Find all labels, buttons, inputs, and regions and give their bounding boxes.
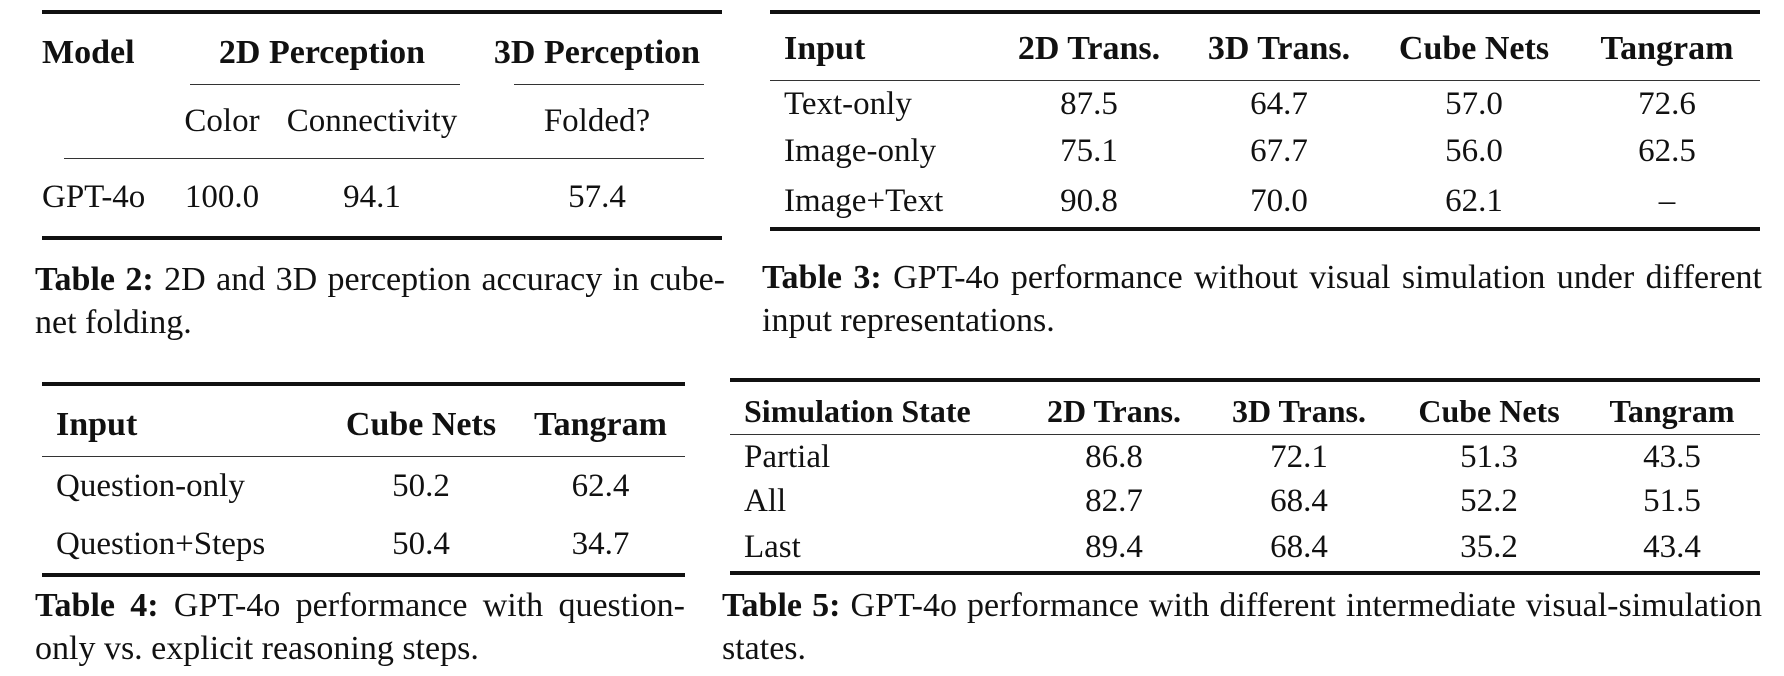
table-5-caption: Table 5: GPT-4o performance with differe… xyxy=(722,584,1762,670)
cell-2d-trans: 87.5 xyxy=(994,80,1184,128)
cell-tangram: 62.4 xyxy=(571,467,630,504)
cell-connectivity-value: 94.1 xyxy=(343,178,401,215)
table-2-caption: Table 2: 2D and 3D perception accuracy i… xyxy=(35,258,725,344)
table-2: Model 2D Perception 3D Perception Color … xyxy=(42,10,722,240)
header-input: Input xyxy=(770,10,994,81)
cell-input: Image-only xyxy=(784,133,937,169)
table-3-caption: Table 3: GPT-4o performance without visu… xyxy=(762,256,1762,342)
cell-folded: 57.4 xyxy=(472,158,722,240)
table-3-grid: Input 2D Trans. 3D Trans. Cube Nets Tang… xyxy=(770,10,1760,231)
cell-2d-trans: 89.4 xyxy=(1024,523,1204,575)
table-3: Input 2D Trans. 3D Trans. Cube Nets Tang… xyxy=(770,10,1760,231)
cell-3d-trans: 67.7 xyxy=(1250,133,1308,169)
header-simulation-state: Simulation State xyxy=(730,378,1024,435)
table-row: All 82.7 68.4 52.2 51.5 xyxy=(730,479,1760,523)
cell-3d-trans: 68.4 xyxy=(1270,482,1328,519)
cell-tangram: 72.6 xyxy=(1574,80,1760,128)
caption-text: 2D and 3D perception accuracy in cube-ne… xyxy=(35,261,725,341)
table-5: Simulation State 2D Trans. 3D Trans. Cub… xyxy=(730,378,1760,575)
caption-label: Table 5: xyxy=(722,587,841,624)
header-tangram: Tangram xyxy=(1584,378,1760,435)
cell-tangram: 51.5 xyxy=(1643,482,1701,519)
cell-color: 100.0 xyxy=(172,158,272,240)
cell-cube-nets: 50.2 xyxy=(392,467,450,504)
cell-2d-trans: 90.8 xyxy=(994,175,1184,231)
cell-tangram: – xyxy=(1574,175,1760,231)
header-3d-trans: 3D Trans. xyxy=(1204,378,1394,435)
table-4: Input Cube Nets Tangram Question-only 50… xyxy=(42,382,685,577)
cell-input: Question+Steps xyxy=(42,515,326,577)
cell-color-value: 100.0 xyxy=(184,178,260,215)
cell-state: Last xyxy=(730,523,1024,575)
cell-model-label: GPT-4o xyxy=(42,178,146,215)
caption-label: Table 3: xyxy=(762,259,882,296)
cell-cube-nets: 62.1 xyxy=(1374,175,1574,231)
cell-tangram: 34.7 xyxy=(516,515,685,577)
cell-cube-nets: 35.2 xyxy=(1394,523,1584,575)
caption-text: GPT-4o performance without visual simula… xyxy=(762,259,1763,339)
cell-cube-nets: 52.2 xyxy=(1460,482,1518,519)
cell-input: Image+Text xyxy=(770,175,994,231)
cell-2d-trans: 75.1 xyxy=(1060,133,1118,169)
header-model: Model xyxy=(42,10,172,84)
cell-tangram: 62.5 xyxy=(1638,133,1696,169)
cell-tangram: 43.5 xyxy=(1643,438,1701,475)
cell-cube-nets: 50.4 xyxy=(326,515,516,577)
table-row: Partial 86.8 72.1 51.3 43.5 xyxy=(730,435,1760,480)
cell-3d-trans: 70.0 xyxy=(1184,175,1374,231)
cell-connectivity: 94.1 xyxy=(272,158,472,240)
subheader-connectivity: Connectivity xyxy=(272,84,472,158)
header-cube-nets: Cube Nets xyxy=(1394,378,1584,435)
subheader-connectivity-label: Connectivity xyxy=(286,102,458,139)
cell-model: GPT-4o xyxy=(42,158,172,240)
header-3d-trans: 3D Trans. xyxy=(1184,10,1374,81)
subheader-color-label: Color xyxy=(184,102,260,139)
table-4-caption: Table 4: GPT-4o performance with questio… xyxy=(35,584,685,670)
cell-folded-value: 57.4 xyxy=(568,178,626,215)
cell-input: Question-only xyxy=(56,467,245,504)
caption-label: Table 2: xyxy=(35,261,154,298)
header-tangram: Tangram xyxy=(1574,10,1760,81)
caption-label: Table 4: xyxy=(35,587,159,624)
cell-3d-trans: 72.1 xyxy=(1270,438,1328,475)
table-row: Text-only 87.5 64.7 57.0 72.6 xyxy=(770,80,1760,128)
cell-state: All xyxy=(744,482,787,519)
caption-text: GPT-4o performance with different interm… xyxy=(722,587,1763,667)
table-2-grid: Model 2D Perception 3D Perception Color … xyxy=(42,10,722,240)
header-input: Input xyxy=(42,382,326,457)
table-row: Image-only 75.1 67.7 56.0 62.5 xyxy=(770,128,1760,175)
subheader-folded-label: Folded? xyxy=(543,102,651,139)
caption-text: GPT-4o performance with question-only vs… xyxy=(35,587,685,667)
table-4-grid: Input Cube Nets Tangram Question-only 50… xyxy=(42,382,685,577)
cell-2d-trans: 82.7 xyxy=(1085,482,1143,519)
cell-cube-nets: 57.0 xyxy=(1374,80,1574,128)
header-2d-perception: 2D Perception xyxy=(172,10,472,84)
table-row: Last 89.4 68.4 35.2 43.4 xyxy=(730,523,1760,575)
header-2d-trans: 2D Trans. xyxy=(1024,378,1204,435)
header-cube-nets: Cube Nets xyxy=(1374,10,1574,81)
subheader-color: Color xyxy=(172,84,272,158)
header-cube-nets: Cube Nets xyxy=(326,382,516,457)
cell-cube-nets: 51.3 xyxy=(1460,438,1518,475)
header-tangram: Tangram xyxy=(516,382,685,457)
cell-state: Partial xyxy=(744,438,831,475)
table-5-grid: Simulation State 2D Trans. 3D Trans. Cub… xyxy=(730,378,1760,575)
subheader-folded: Folded? xyxy=(472,84,722,158)
table-row: Question-only 50.2 62.4 xyxy=(42,457,685,516)
table-row: Question+Steps 50.4 34.7 xyxy=(42,515,685,577)
cell-3d-trans: 64.7 xyxy=(1184,80,1374,128)
table-row: Image+Text 90.8 70.0 62.1 – xyxy=(770,175,1760,231)
cell-tangram: 43.4 xyxy=(1584,523,1760,575)
cell-input: Text-only xyxy=(770,80,994,128)
header-2d-trans: 2D Trans. xyxy=(994,10,1184,81)
cell-2d-trans: 86.8 xyxy=(1085,438,1143,475)
table-row: GPT-4o 100.0 94.1 57.4 xyxy=(42,158,722,240)
cell-3d-trans: 68.4 xyxy=(1204,523,1394,575)
header-3d-perception: 3D Perception xyxy=(472,10,722,84)
cell-cube-nets: 56.0 xyxy=(1445,133,1503,169)
